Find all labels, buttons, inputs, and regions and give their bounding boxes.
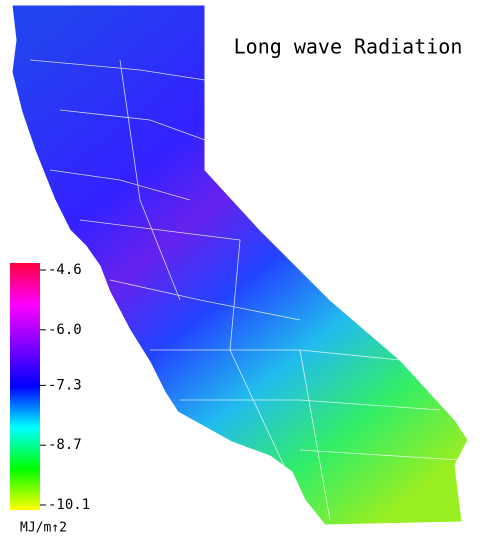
tick-label: -10.1 [48, 497, 90, 513]
tick-label: -4.6 [48, 262, 82, 278]
tick-label: -6.0 [48, 322, 82, 338]
county-lines [29, 59, 461, 521]
california [11, 4, 469, 526]
map-title: Long wave Radiation [234, 35, 463, 59]
tick-label: -8.7 [48, 437, 82, 453]
tick-label: -7.3 [48, 377, 82, 393]
colorbar [10, 263, 40, 510]
colorbar-unit: MJ/m↑2 [20, 521, 67, 536]
